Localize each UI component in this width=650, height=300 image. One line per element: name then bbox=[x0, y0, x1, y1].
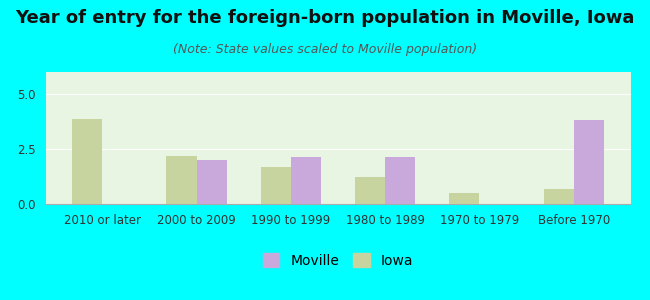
Bar bbox=[385, 157, 415, 204]
Bar bbox=[166, 156, 196, 204]
Legend: Moville, Iowa: Moville, Iowa bbox=[257, 248, 419, 274]
Bar bbox=[196, 160, 227, 204]
Text: Year of entry for the foreign-born population in Moville, Iowa: Year of entry for the foreign-born popul… bbox=[16, 9, 634, 27]
Bar bbox=[72, 119, 102, 204]
Bar bbox=[355, 176, 385, 204]
Bar bbox=[261, 167, 291, 204]
Bar bbox=[574, 120, 604, 204]
Bar bbox=[449, 193, 480, 204]
Text: (Note: State values scaled to Moville population): (Note: State values scaled to Moville po… bbox=[173, 44, 477, 56]
Bar bbox=[291, 157, 321, 204]
Bar bbox=[543, 189, 574, 204]
